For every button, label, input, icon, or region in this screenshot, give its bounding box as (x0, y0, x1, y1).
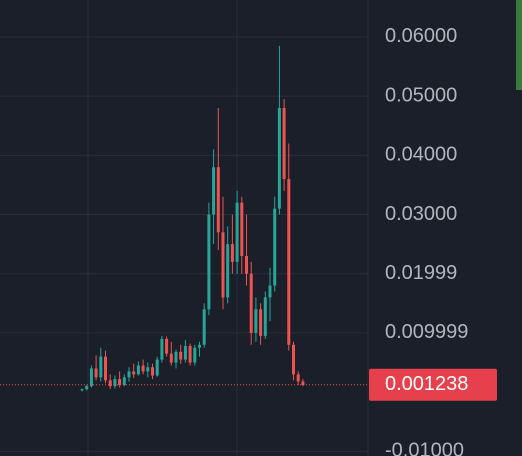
candle-body (245, 255, 248, 274)
candle-body (216, 167, 220, 233)
candle-body (301, 381, 305, 386)
y-tick-label: 0.009999 (385, 321, 468, 343)
candle-body (132, 371, 136, 375)
candle-body (207, 214, 211, 310)
candle-body (263, 297, 267, 336)
y-tick-label: 0.06000 (385, 25, 457, 47)
last-price-label: 0.001238 (385, 373, 468, 395)
candle-body (85, 386, 89, 390)
y-tick-label: 0.01999 (385, 262, 457, 284)
candle-body (104, 356, 107, 381)
side-widget (516, 0, 522, 90)
candle-body (151, 367, 154, 376)
candle-body (268, 285, 272, 298)
candle-body (240, 202, 244, 256)
candle-body (146, 367, 150, 372)
candle-body (259, 309, 263, 336)
y-tick-label: 0.04000 (385, 144, 457, 166)
candle-body (94, 368, 98, 378)
candle-body (287, 179, 291, 345)
candle-body (221, 232, 225, 298)
candle-body (118, 379, 122, 386)
candle-body (80, 389, 84, 391)
candle-body (249, 273, 253, 333)
candle-body (183, 345, 187, 360)
candle-body (282, 107, 286, 180)
candle-body (193, 347, 197, 363)
y-tick-label: 0.05000 (385, 84, 457, 106)
candle-body (296, 374, 300, 382)
candle-body (160, 338, 164, 360)
candle-body (113, 379, 117, 387)
candle-body (99, 356, 103, 378)
candle-body (254, 309, 258, 333)
candle-body (273, 208, 277, 286)
last-price-tag (369, 368, 497, 401)
candle-body (136, 365, 140, 375)
candle-body (89, 368, 93, 387)
candle-body (174, 351, 178, 363)
candle-body (169, 353, 173, 363)
candle-body (179, 351, 183, 360)
candle-body (165, 338, 169, 354)
candle-body (226, 244, 230, 298)
candle-body (198, 344, 201, 348)
candle-body (188, 345, 192, 363)
candle-body (235, 202, 239, 262)
candle-body (155, 359, 159, 376)
candle-body (212, 167, 216, 215)
candle-body (127, 371, 131, 378)
candle-body (141, 365, 145, 372)
y-tick-label: -0.01000 (385, 440, 464, 456)
candle-body (230, 244, 234, 262)
candle-body (277, 107, 281, 209)
candle-body (292, 344, 295, 375)
y-tick-label: 0.03000 (385, 203, 457, 225)
candle-body (108, 380, 112, 387)
candle-body (122, 377, 126, 386)
candle-body (202, 309, 206, 345)
